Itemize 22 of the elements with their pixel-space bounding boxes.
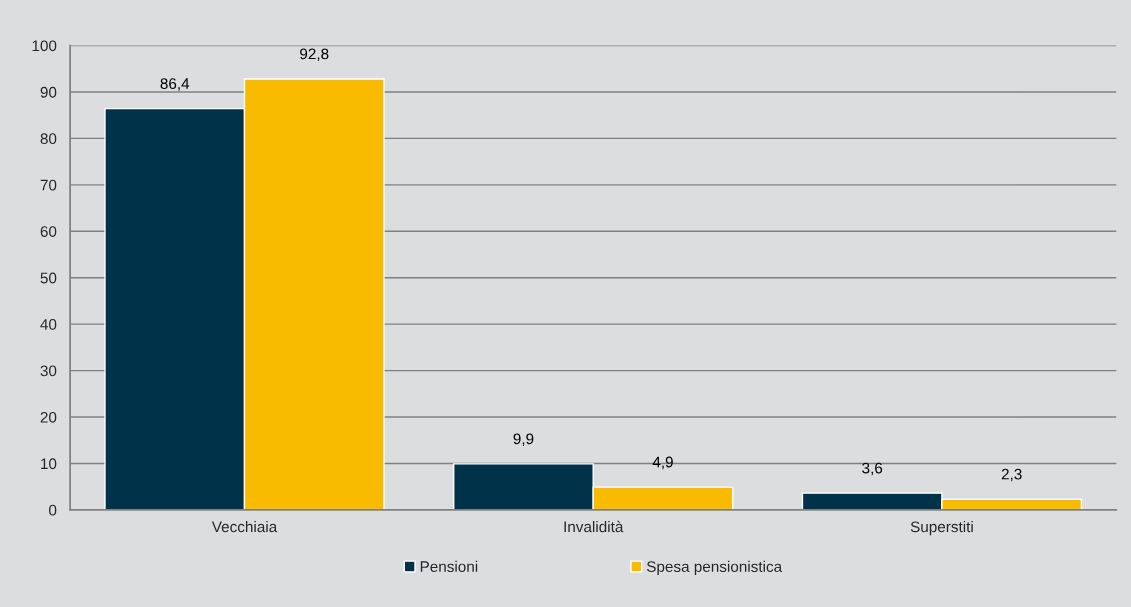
x-tick-label: Superstiti [910,520,973,536]
y-tick-label: 80 [40,133,57,145]
y-tick-label: 0 [49,504,57,516]
x-tick-label: Vecchiaia [211,520,278,533]
data-label: 86,4 [160,78,190,91]
y-tick-label: 40 [40,319,57,330]
data-label: 2,3 [1001,468,1022,482]
y-tick-label: 50 [40,272,57,284]
data-label: 9,9 [513,433,534,447]
y-tick-label: 20 [40,411,57,423]
y-tick-label: 90 [40,86,57,98]
y-tick-label: 70 [40,179,57,191]
y-tick-label: 10 [41,458,57,470]
y-tick-label: 60 [40,226,57,237]
y-tick-label: 30 [40,365,57,377]
x-tick-label: Invalidità [564,520,624,533]
legend-label: Pensioni [420,560,478,572]
legend-label: Spesa pensionistica [646,560,783,576]
y-tick-label: 100 [32,40,57,52]
data-label: 3,6 [862,462,883,476]
data-label: 4,9 [652,456,673,470]
data-label: 92,8 [300,48,329,62]
